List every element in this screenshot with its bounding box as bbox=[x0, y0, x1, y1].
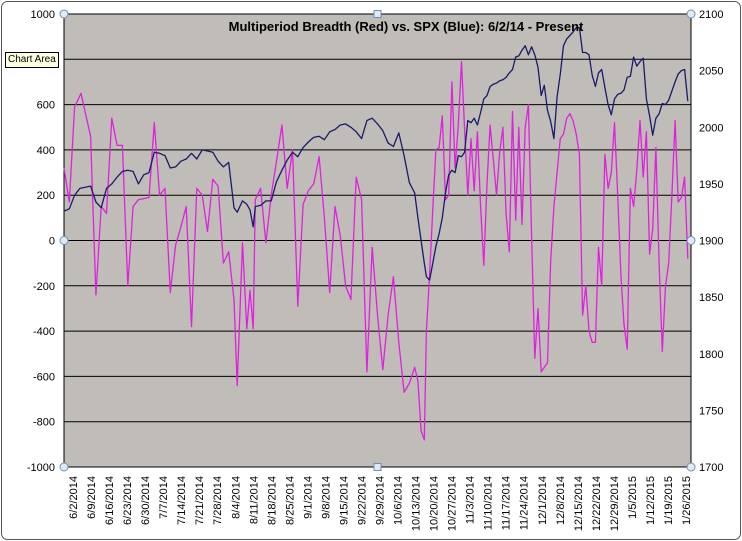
resize-handle[interactable] bbox=[373, 463, 382, 471]
x-tick-label: 7/21/2014 bbox=[194, 476, 206, 525]
right-axis: 2100 2050 2000 1950 1900 1850 1800 1750 1700 bbox=[699, 9, 723, 474]
x-tick-label: 11/10/2014 bbox=[483, 476, 495, 530]
left-axis: 10008006004002000-200-400-600-800-1000 bbox=[27, 9, 55, 474]
y-right-tick-label: 1800 bbox=[699, 349, 723, 361]
gridlines bbox=[64, 58, 691, 423]
x-tick-label: 10/20/2014 bbox=[429, 476, 441, 531]
y-right-tick-label: 1900 bbox=[699, 236, 723, 248]
x-tick-label: 1/12/2015 bbox=[645, 476, 657, 525]
x-axis: 6/2/2014 6/9/2014 6/16/2014 6/23/2014 6/30/2… bbox=[68, 476, 693, 531]
resize-handle[interactable] bbox=[686, 236, 696, 245]
x-tick-label: 12/22/2014 bbox=[591, 476, 603, 531]
x-tick-label: 9/22/2014 bbox=[357, 476, 369, 525]
y-left-tick-label: 400 bbox=[37, 145, 55, 157]
x-tick-label: 6/23/2014 bbox=[122, 476, 134, 525]
y-right-tick-label: 2000 bbox=[699, 122, 723, 134]
x-tick-label: 9/1/2014 bbox=[302, 476, 314, 519]
x-tick-label: 7/28/2014 bbox=[212, 476, 224, 525]
resize-handle[interactable] bbox=[59, 462, 69, 472]
y-left-tick-label: 0 bbox=[49, 236, 55, 248]
x-tick-label: 1/19/2015 bbox=[663, 476, 675, 525]
x-tick-label: 6/16/2014 bbox=[104, 476, 116, 525]
x-tick-label: 11/24/2014 bbox=[519, 476, 531, 530]
selection-handles[interactable] bbox=[59, 9, 696, 472]
x-tick-label: 12/29/2014 bbox=[609, 476, 621, 531]
y-left-tick-label: 200 bbox=[37, 190, 55, 202]
x-tick-label: 9/29/2014 bbox=[375, 476, 387, 525]
x-tick-label: 6/9/2014 bbox=[86, 476, 98, 519]
x-tick-label: 10/13/2014 bbox=[411, 476, 423, 531]
y-left-tick-label: -600 bbox=[33, 371, 55, 383]
resize-handle[interactable] bbox=[686, 9, 696, 19]
x-tick-label: 8/4/2014 bbox=[230, 476, 242, 519]
y-right-tick-label: 1750 bbox=[699, 405, 723, 417]
y-left-tick-label: -200 bbox=[33, 281, 55, 293]
resize-handle[interactable] bbox=[59, 236, 69, 245]
chart-area-tooltip: Chart Area bbox=[5, 52, 59, 68]
series-layer bbox=[63, 26, 689, 441]
x-tick-label: 11/17/2014 bbox=[501, 476, 513, 530]
y-right-tick-label: 1950 bbox=[699, 179, 723, 191]
y-right-tick-label: 2050 bbox=[699, 66, 723, 78]
y-left-tick-label: -400 bbox=[33, 326, 55, 338]
y-left-tick-label: -800 bbox=[33, 417, 55, 429]
resize-handle[interactable] bbox=[373, 10, 382, 18]
spx-series-line bbox=[63, 26, 689, 281]
chart-title: Multiperiod Breadth (Red) vs. SPX (Blue)… bbox=[229, 19, 584, 34]
x-tick-label: 10/27/2014 bbox=[447, 476, 459, 531]
x-tick-label: 8/25/2014 bbox=[284, 476, 296, 525]
x-tick-label: 12/1/2014 bbox=[537, 476, 549, 525]
y-left-tick-label: -1000 bbox=[27, 462, 55, 474]
x-tick-label: 9/15/2014 bbox=[338, 476, 350, 525]
breadth-series-line bbox=[63, 60, 689, 441]
y-right-tick-label: 1850 bbox=[699, 292, 723, 304]
x-tick-label: 9/8/2014 bbox=[320, 476, 332, 519]
x-tick-label: 7/7/2014 bbox=[158, 476, 170, 519]
y-right-tick-label: 1700 bbox=[699, 462, 723, 474]
x-tick-label: 6/30/2014 bbox=[140, 476, 152, 525]
x-tick-label: 1/26/2015 bbox=[681, 476, 693, 525]
x-tick-label: 11/3/2014 bbox=[465, 476, 477, 524]
y-left-tick-label: 1000 bbox=[31, 9, 55, 21]
x-tick-label: 10/6/2014 bbox=[393, 476, 405, 525]
resize-handle[interactable] bbox=[59, 9, 69, 19]
resize-handle[interactable] bbox=[686, 462, 696, 472]
y-left-tick-label: 600 bbox=[37, 100, 55, 112]
x-tick-label: 6/2/2014 bbox=[68, 476, 80, 519]
y-right-tick-label: 2100 bbox=[699, 9, 723, 21]
x-tick-label: 7/14/2014 bbox=[176, 476, 188, 525]
x-tick-label: 12/8/2014 bbox=[555, 476, 567, 525]
x-tick-label: 8/11/2014 bbox=[248, 476, 260, 524]
x-tick-label: 12/15/2014 bbox=[573, 476, 585, 531]
x-tick-label: 8/18/2014 bbox=[266, 476, 278, 525]
x-tick-label: 1/5/2015 bbox=[627, 476, 639, 519]
